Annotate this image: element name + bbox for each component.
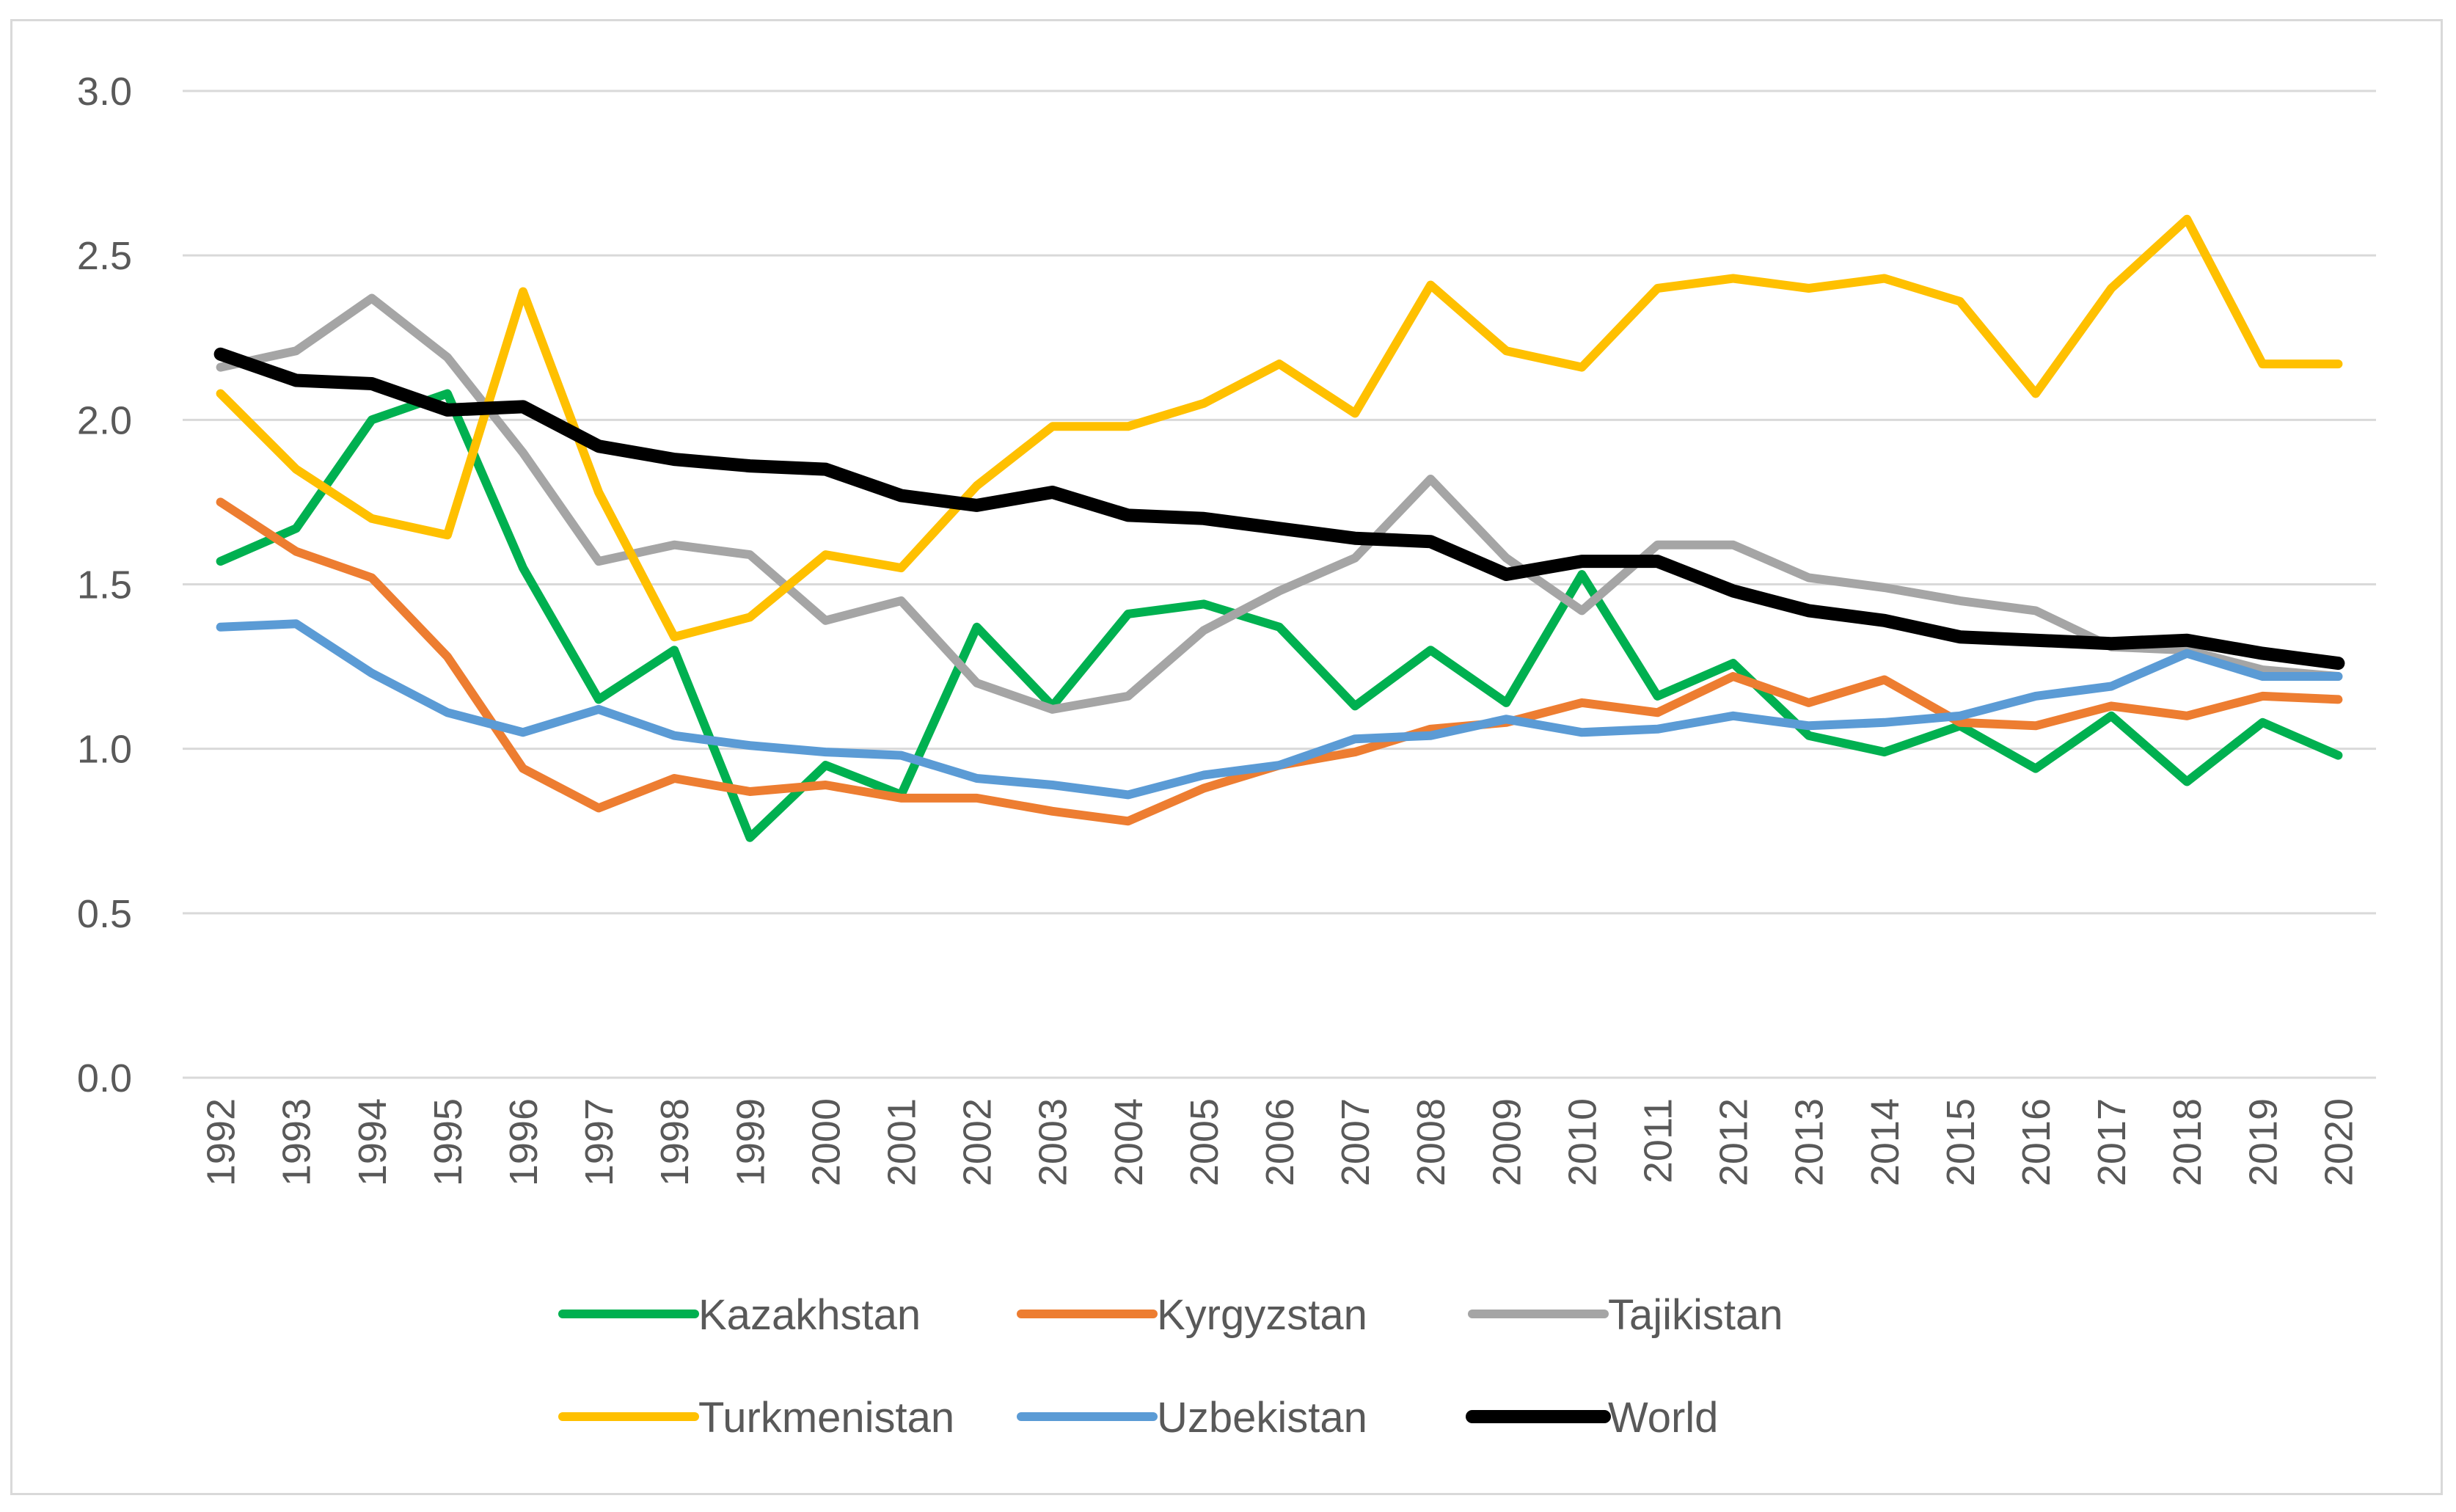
series-line-turkmenistan	[216, 214, 2343, 642]
legend: Kazakhstan Kyrgyzstan Tajikistan Turkmenist…	[558, 1291, 1783, 1442]
series-line-kazakhstan	[216, 389, 2343, 842]
x-tick-label: 1998	[653, 1098, 697, 1186]
x-tick-label: 2000	[804, 1098, 848, 1186]
y-tick-label: 2.0	[77, 398, 132, 442]
legend-label-kazakhstan: Kazakhstan	[698, 1291, 921, 1339]
x-tick-label: 1992	[200, 1098, 244, 1186]
x-tick-label: 1993	[275, 1098, 319, 1186]
legend-label-uzbekistan: Uzbekistan	[1157, 1394, 1367, 1442]
y-tick-label: 2.5	[77, 234, 132, 278]
x-tick-label: 2012	[1712, 1098, 1756, 1186]
x-tick-label: 2001	[880, 1098, 924, 1186]
x-tick-label: 2007	[1334, 1098, 1378, 1186]
legend-label-turkmenistan: Turkmenistan	[698, 1394, 954, 1442]
x-tick-label: 1997	[577, 1098, 621, 1186]
legend-label-world: World	[1608, 1394, 1718, 1442]
x-axis-tick-labels: 1992 1993 1994 1995 1996 1997 1998 1999 2000 2001…	[200, 1098, 2361, 1186]
x-tick-label: 2003	[1031, 1098, 1075, 1186]
gridlines	[183, 90, 2376, 1079]
x-tick-label: 2009	[1485, 1098, 1529, 1186]
y-tick-label: 0.0	[77, 1056, 132, 1100]
x-tick-label: 2018	[2166, 1098, 2210, 1186]
series-lines	[213, 214, 2345, 842]
series-line-world	[213, 347, 2345, 671]
x-tick-label: 1995	[426, 1098, 470, 1186]
line-chart: 0.00.51.01.52.02.53.0 1992 1993 1994 1995 19…	[77, 70, 2376, 1442]
series-line-uzbekistan	[216, 619, 2343, 800]
x-tick-label: 2014	[1863, 1098, 1907, 1186]
x-tick-label: 2020	[2317, 1098, 2361, 1186]
x-tick-label: 2011	[1637, 1098, 1681, 1183]
x-tick-label: 1994	[351, 1098, 395, 1186]
legend-label-kyrgyzstan: Kyrgyzstan	[1157, 1291, 1367, 1339]
x-tick-label: 1999	[728, 1098, 772, 1186]
x-tick-label: 2006	[1258, 1098, 1302, 1186]
x-tick-label: 2019	[2241, 1098, 2285, 1186]
y-axis-tick-labels: 0.0 0.5 1.0 1.5 2.0 2.5 3.0	[77, 70, 132, 1100]
x-tick-label: 2013	[1788, 1098, 1832, 1186]
y-tick-label: 3.0	[77, 70, 132, 114]
x-tick-label: 1996	[502, 1098, 546, 1186]
x-tick-label: 2010	[1560, 1098, 1604, 1186]
x-tick-label: 2008	[1409, 1098, 1453, 1186]
y-tick-label: 1.5	[77, 563, 132, 607]
x-tick-label: 2015	[1939, 1098, 1983, 1186]
x-tick-label: 2017	[2090, 1098, 2134, 1186]
y-tick-label: 1.0	[77, 728, 132, 772]
series-line-kyrgyzstan	[216, 497, 2343, 826]
series-line-tajikistan	[216, 293, 2343, 714]
y-tick-label: 0.5	[77, 892, 132, 936]
x-tick-label: 2016	[2014, 1098, 2058, 1186]
x-tick-label: 2004	[1107, 1098, 1151, 1186]
legend-label-tajikistan: Tajikistan	[1608, 1291, 1783, 1339]
x-tick-label: 2002	[956, 1098, 1000, 1186]
x-tick-label: 2005	[1183, 1098, 1227, 1186]
chart-area: 0.0 0.5 1.0 1.5 2.0 2.5 3.0 1992 1993 1994 1995 19…	[10, 19, 2443, 1495]
